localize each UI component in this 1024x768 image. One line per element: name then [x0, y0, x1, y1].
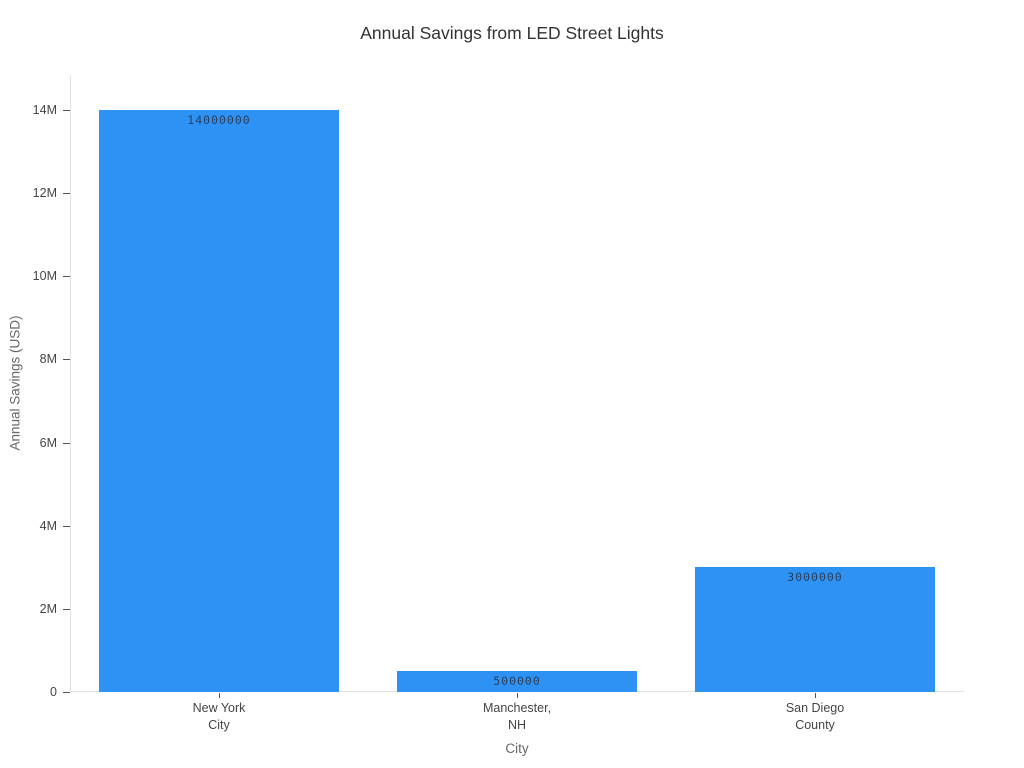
x-tick-label: New York City: [192, 701, 246, 732]
y-tick-label: 14M: [32, 102, 57, 117]
y-tick-label: 2M: [39, 601, 57, 616]
y-tick-mark: [63, 359, 70, 361]
y-tick-label: 0: [50, 685, 57, 699]
x-tick-mark: [219, 693, 220, 698]
bar-value-label: 14000000: [187, 112, 251, 127]
y-tick-mark: [63, 109, 70, 111]
y-tick-mark: [63, 525, 70, 527]
y-tick-label: 12M: [32, 186, 57, 201]
y-tick-mark: [63, 442, 70, 444]
x-tick-mark: [517, 693, 518, 698]
x-tick-mark: [815, 693, 816, 698]
x-tick-label: Manchester, NH: [482, 701, 552, 732]
chart-title: Annual Savings from LED Street Lights: [360, 23, 664, 43]
y-tick-label: 10M: [32, 269, 57, 284]
bar: [397, 671, 637, 692]
y-tick-label: 4M: [39, 518, 57, 533]
bar: [695, 567, 935, 692]
x-axis-title: City: [505, 741, 529, 756]
x-tick-label: San Diego County: [785, 701, 845, 732]
y-tick-mark: [63, 608, 70, 610]
y-tick-label: 8M: [39, 352, 57, 367]
y-tick-mark: [63, 193, 70, 195]
y-tick-mark: [63, 692, 70, 693]
bar-value-label: 3000000: [787, 570, 843, 585]
y-tick-mark: [63, 276, 70, 278]
bar-value-label: 500000: [493, 674, 541, 689]
y-tick-label: 6M: [39, 435, 57, 450]
y-axis-title: Annual Savings (USD): [7, 315, 23, 451]
bar: [99, 109, 339, 692]
